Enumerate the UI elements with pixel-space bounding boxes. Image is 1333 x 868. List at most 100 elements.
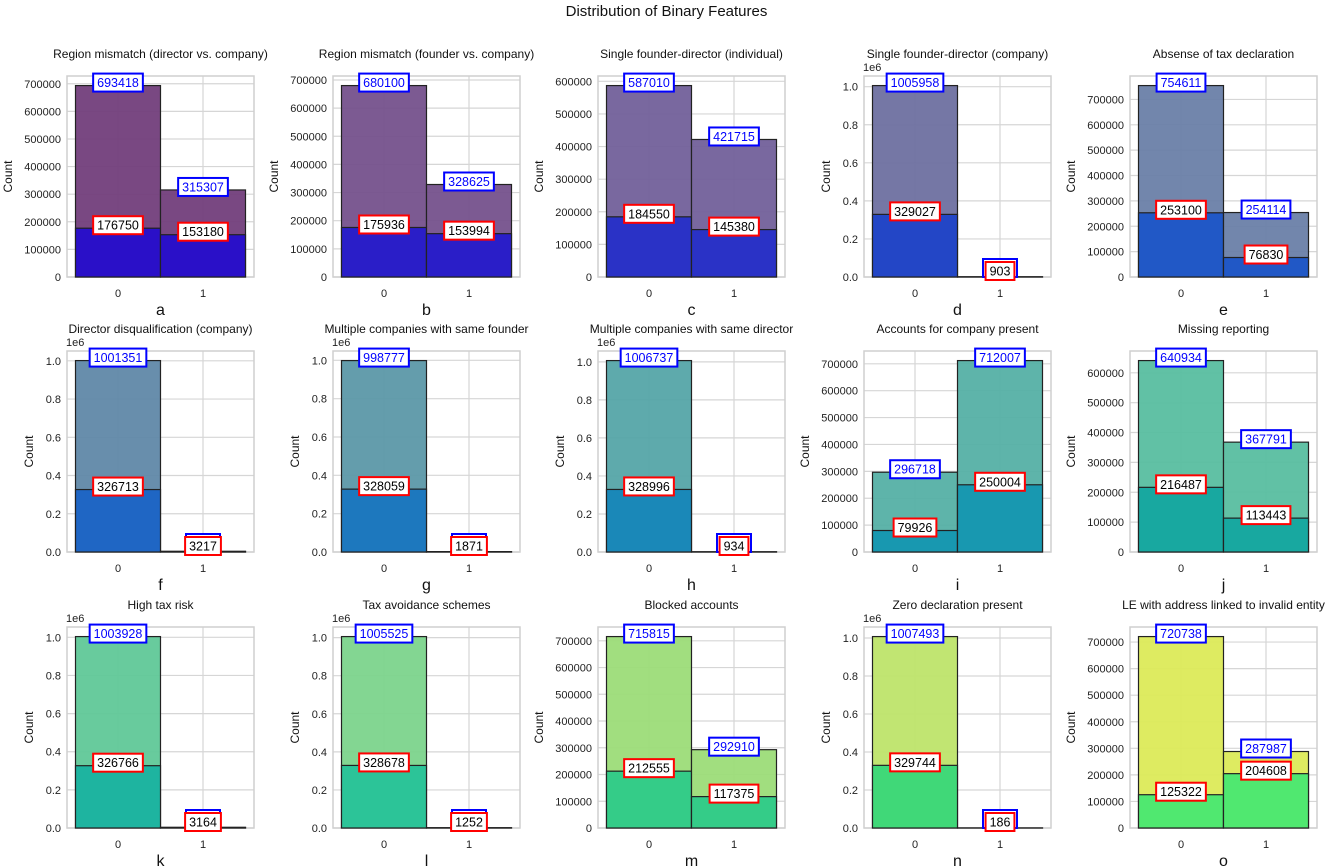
total-count-label-text: 715815	[628, 627, 670, 641]
positive-count-label-box	[92, 215, 144, 236]
y-tick-label: 0.2	[46, 509, 61, 521]
y-tick-label: 0.0	[312, 823, 327, 835]
x-tick-label: 1	[997, 839, 1003, 851]
positive-count-label: 328678	[358, 752, 410, 773]
y-tick-label: 500000	[1087, 690, 1124, 702]
total-count-label-text: 1005958	[891, 76, 940, 90]
total-count-label-text: 754611	[1161, 76, 1202, 90]
positive-count-label-text: 216487	[1160, 478, 1202, 492]
positive-count-label-text: 113443	[1246, 509, 1287, 523]
positive-count-label-text: 329744	[894, 756, 936, 770]
y-tick-label: 300000	[555, 743, 592, 755]
positive-count-label: 326766	[92, 752, 144, 773]
y-axis-label: Count	[819, 160, 833, 193]
subplot-k: 0.0 0.2 0.4 0.6 0.8 1.0 0 1 1003928 326766 3164 Hig…	[22, 598, 255, 868]
y-tick-label: 700000	[24, 79, 61, 91]
y-tick-label: 300000	[555, 174, 592, 186]
total-count-label: 1006737	[619, 347, 679, 368]
positive-count-label-box	[889, 201, 941, 222]
y-tick-label: 0.2	[312, 785, 327, 797]
bar-positive-1	[1222, 773, 1310, 829]
total-count-label: 587010	[623, 72, 675, 93]
x-tick-label: 0	[381, 563, 387, 575]
subplot-letter: b	[422, 302, 431, 319]
y-tick-label: 100000	[1087, 796, 1124, 808]
total-count-label: 315307	[177, 176, 229, 197]
x-tick-label: 1	[200, 563, 206, 575]
y-tick-label: 0.4	[312, 470, 327, 482]
positive-count-label-text: 3217	[189, 540, 217, 554]
y-axis-label: Count	[22, 711, 36, 744]
positive-count-label: 186	[984, 812, 1016, 832]
subplot-title: Zero declaration present	[892, 598, 1023, 612]
total-count-label-box	[1240, 429, 1292, 450]
axis-scale-label: 1e6	[66, 337, 84, 349]
y-tick-label: 0.0	[312, 547, 327, 559]
positive-count-label-box	[184, 812, 222, 832]
y-axis-label: Count	[798, 435, 812, 468]
subplot-letter: k	[157, 853, 166, 868]
positive-count-label: 903	[984, 261, 1016, 281]
total-count-label-text: 640934	[1160, 351, 1202, 365]
positive-count-label: 1252	[450, 812, 488, 832]
total-count-label-box	[889, 459, 941, 480]
y-tick-label: 0.4	[843, 196, 858, 208]
total-count-label-box	[1155, 72, 1207, 93]
x-tick-label: 1	[466, 563, 472, 575]
y-tick-label: 300000	[821, 466, 858, 478]
total-count-label: 998777	[358, 347, 410, 368]
total-count-label-box	[885, 72, 945, 93]
y-tick-label: 500000	[821, 413, 858, 425]
bar-positive-0	[605, 770, 693, 829]
subplot-letter: j	[1221, 577, 1226, 594]
bar-positive-1	[425, 233, 513, 278]
total-count-label-text: 1005525	[360, 627, 409, 641]
y-tick-label: 0	[1118, 823, 1124, 835]
subplot-b: 0 100000 200000 300000 400000 500000 600000 700…	[267, 47, 534, 319]
total-count-label-text: 1007493	[891, 627, 940, 641]
positive-count-label: 113443	[1240, 505, 1292, 526]
y-tick-label: 400000	[24, 162, 61, 174]
subplot-title: Multiple companies with same director	[590, 322, 793, 336]
positive-count-label-text: 125322	[1160, 785, 1202, 799]
total-count-label-box	[885, 623, 945, 644]
y-tick-label: 600000	[290, 103, 327, 115]
subplot-letter: o	[1219, 853, 1228, 868]
subplot-letter: e	[1219, 302, 1228, 319]
positive-count-label-box	[889, 752, 941, 773]
x-tick-label: 0	[1178, 563, 1184, 575]
x-tick-label: 1	[466, 839, 472, 851]
total-count-label-text: 587010	[628, 76, 670, 90]
total-count-label-text: 712007	[979, 351, 1021, 365]
y-tick-label: 600000	[1087, 368, 1124, 380]
y-tick-label: 600000	[1087, 664, 1124, 676]
positive-count-label-text: 176750	[97, 219, 139, 233]
subplot-j: 0 100000 200000 300000 400000 500000 600000 0 1 6…	[1064, 322, 1318, 594]
x-tick-label: 0	[912, 839, 918, 851]
y-tick-label: 1.0	[46, 356, 61, 368]
subplot-title: Accounts for company present	[876, 322, 1039, 336]
total-count-label-box	[1240, 199, 1292, 220]
positive-count-label-box	[1240, 760, 1292, 781]
total-count-label-text: 254114	[1246, 203, 1287, 217]
subplot-letter: l	[425, 853, 429, 868]
positive-count-label: 329744	[889, 752, 941, 773]
total-count-label-text: 296718	[894, 463, 936, 477]
subplot-a: 0 100000 200000 300000 400000 500000 600000 700…	[1, 47, 268, 319]
total-count-label-box	[88, 347, 148, 368]
y-tick-label: 0	[852, 547, 858, 559]
y-tick-label: 200000	[1087, 770, 1124, 782]
bar-positive-0	[74, 227, 162, 278]
y-tick-label: 1.0	[577, 357, 592, 369]
subplot-e: 0 100000 200000 300000 400000 500000 600000 700…	[1064, 47, 1318, 319]
total-count-label-text: 693418	[97, 76, 139, 90]
positive-count-label-box	[1155, 474, 1207, 495]
y-axis-label: Count	[1064, 711, 1078, 744]
bar-positive-0	[340, 488, 428, 553]
total-count-label: 1001351	[88, 347, 148, 368]
positive-count-label-text: 328996	[628, 480, 670, 494]
positive-count-label: 3164	[184, 812, 222, 832]
positive-count-label: 117375	[708, 783, 760, 804]
x-tick-label: 0	[1178, 839, 1184, 851]
x-tick-label: 1	[1263, 288, 1269, 300]
